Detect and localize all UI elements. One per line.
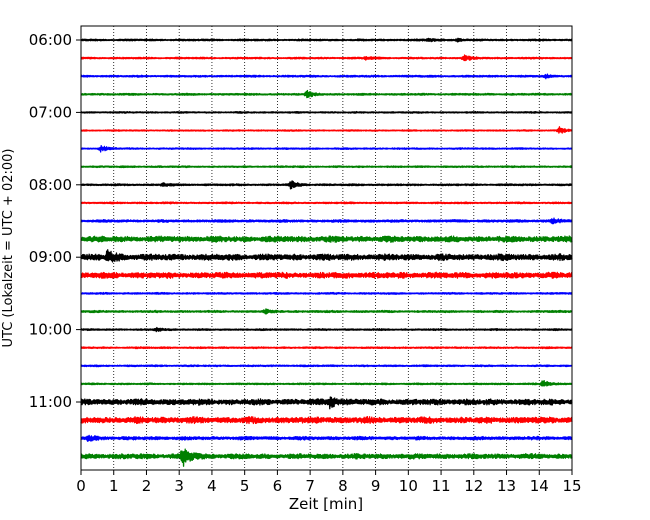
x-tick-label: 12 bbox=[464, 477, 483, 495]
trace-0730 bbox=[80, 145, 573, 153]
trace-0930 bbox=[80, 291, 573, 295]
trace-1000 bbox=[80, 326, 573, 333]
y-axis-label: UTC (Lokalzeit = UTC + 02:00) bbox=[1, 149, 16, 348]
x-tick-label: 3 bbox=[174, 477, 184, 495]
trace-1115 bbox=[80, 416, 573, 425]
trace-0815 bbox=[80, 201, 573, 205]
trace-1045 bbox=[80, 380, 573, 387]
trace-0845 bbox=[80, 235, 573, 243]
trace-1100 bbox=[80, 396, 573, 410]
x-tick-label: 15 bbox=[562, 477, 581, 495]
x-tick-label: 6 bbox=[273, 477, 283, 495]
trace-0800 bbox=[80, 180, 573, 190]
trace-0645 bbox=[80, 89, 573, 99]
trace-0600 bbox=[80, 37, 573, 43]
x-axis-ticks: 0 1 2 3 4 5 6 7 8 9 10 11 12 13 14 15 bbox=[76, 470, 582, 495]
trace-0700 bbox=[80, 110, 573, 114]
x-axis-label: Zeit [min] bbox=[289, 495, 363, 513]
trace-1130 bbox=[80, 434, 573, 442]
trace-1030 bbox=[80, 364, 573, 368]
y-axis-ticks: 06:00 07:00 08:00 09:00 10:00 11:00 bbox=[29, 31, 81, 411]
x-tick-label: 1 bbox=[109, 477, 119, 495]
trace-1145 bbox=[80, 448, 573, 467]
trace-group bbox=[80, 37, 573, 467]
trace-0615 bbox=[80, 54, 573, 62]
trace-0900 bbox=[80, 249, 573, 263]
trace-0915 bbox=[80, 271, 573, 280]
x-tick-label: 10 bbox=[399, 477, 418, 495]
y-tick-label: 11:00 bbox=[29, 393, 72, 411]
y-tick-label: 06:00 bbox=[29, 31, 72, 49]
x-tick-label: 14 bbox=[530, 477, 549, 495]
x-tick-label: 11 bbox=[432, 477, 451, 495]
y-tick-label: 07:00 bbox=[29, 103, 72, 121]
x-tick-label: 8 bbox=[338, 477, 348, 495]
x-tick-label: 9 bbox=[371, 477, 381, 495]
plot-frame bbox=[80, 25, 573, 471]
trace-0715 bbox=[80, 126, 573, 134]
y-tick-label: 08:00 bbox=[29, 176, 72, 194]
trace-0830 bbox=[80, 217, 573, 225]
x-tick-label: 7 bbox=[305, 477, 315, 495]
x-tick-label: 13 bbox=[497, 477, 516, 495]
vertical-gridlines bbox=[113, 26, 540, 470]
y-tick-label: 09:00 bbox=[29, 248, 72, 266]
x-tick-label: 4 bbox=[207, 477, 217, 495]
x-tick-label: 2 bbox=[142, 477, 152, 495]
trace-0745 bbox=[80, 165, 573, 169]
trace-1015 bbox=[80, 346, 573, 350]
trace-0630 bbox=[80, 73, 573, 80]
y-tick-label: 10:00 bbox=[29, 321, 72, 339]
x-tick-label: 5 bbox=[240, 477, 250, 495]
x-tick-label: 0 bbox=[76, 477, 86, 495]
trace-0945 bbox=[80, 308, 573, 315]
